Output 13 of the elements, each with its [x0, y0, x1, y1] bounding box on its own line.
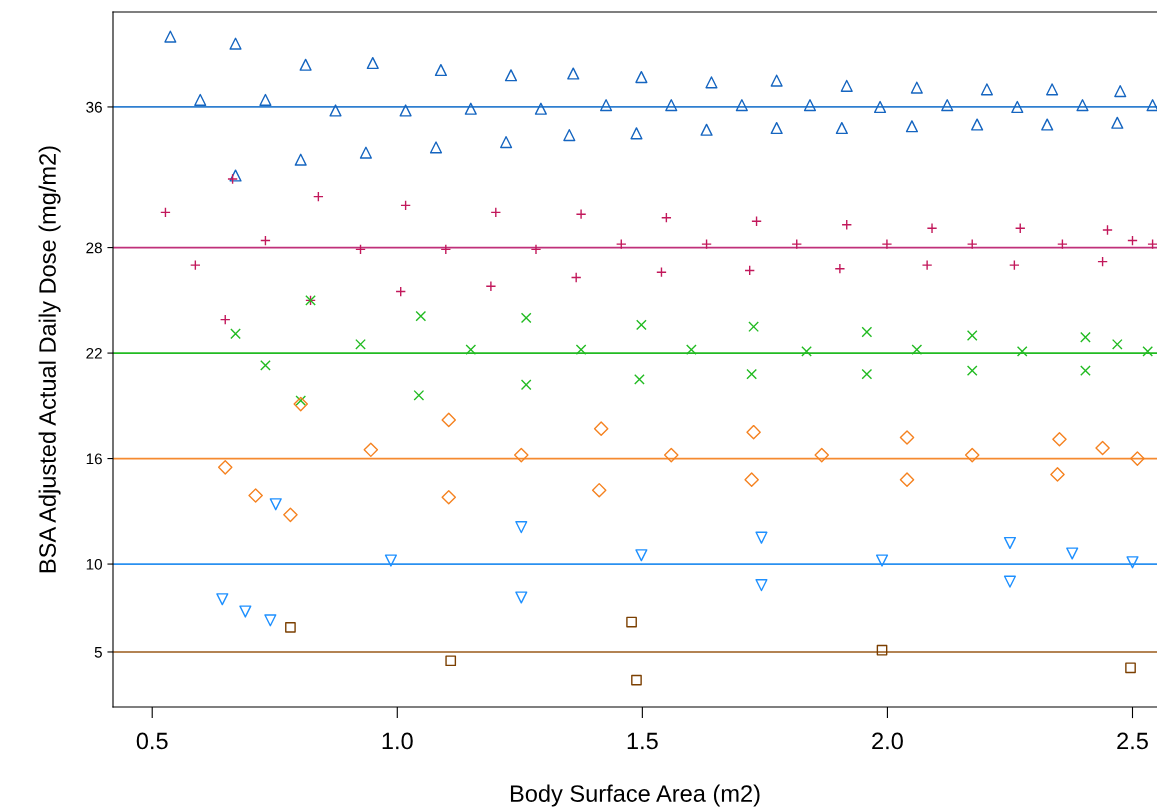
y-tick-label: 10 — [86, 558, 102, 570]
x-tick-label: 2.5 — [1117, 732, 1148, 750]
y-axis-title: BSA Adjusted Actual Daily Dose (mg/m2) — [38, 146, 61, 573]
y-tick-label: 36 — [86, 101, 102, 113]
x-tick-label: 2.0 — [872, 732, 903, 750]
y-tick-label: 5 — [94, 646, 102, 658]
x-tick-label: 0.5 — [136, 732, 168, 750]
y-tick-label: 16 — [86, 453, 102, 465]
y-tick-label: 22 — [86, 347, 102, 359]
x-tick-label: 1.5 — [627, 732, 658, 750]
x-axis-title: Body Surface Area (m2) — [510, 784, 760, 807]
y-tick-label: 28 — [86, 242, 102, 254]
x-tick-label: 1.0 — [382, 732, 413, 750]
